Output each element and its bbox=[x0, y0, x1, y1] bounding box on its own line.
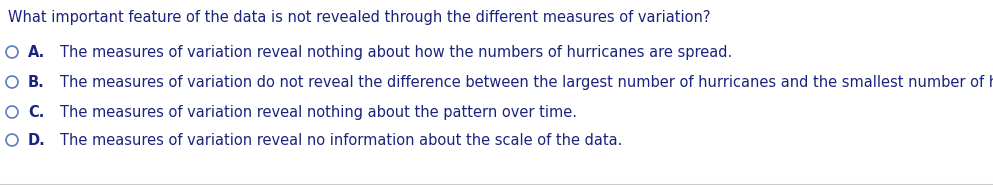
Text: The measures of variation reveal nothing about the pattern over time.: The measures of variation reveal nothing… bbox=[60, 105, 577, 120]
Text: D.: D. bbox=[28, 133, 46, 148]
Text: What important feature of the data is not revealed through the different measure: What important feature of the data is no… bbox=[8, 10, 711, 25]
Text: B.: B. bbox=[28, 75, 45, 90]
Text: The measures of variation reveal no information about the scale of the data.: The measures of variation reveal no info… bbox=[60, 133, 623, 148]
Text: The measures of variation reveal nothing about how the numbers of hurricanes are: The measures of variation reveal nothing… bbox=[60, 45, 732, 60]
Text: The measures of variation do not reveal the difference between the largest numbe: The measures of variation do not reveal … bbox=[60, 75, 993, 90]
Text: C.: C. bbox=[28, 105, 45, 120]
Text: A.: A. bbox=[28, 45, 46, 60]
